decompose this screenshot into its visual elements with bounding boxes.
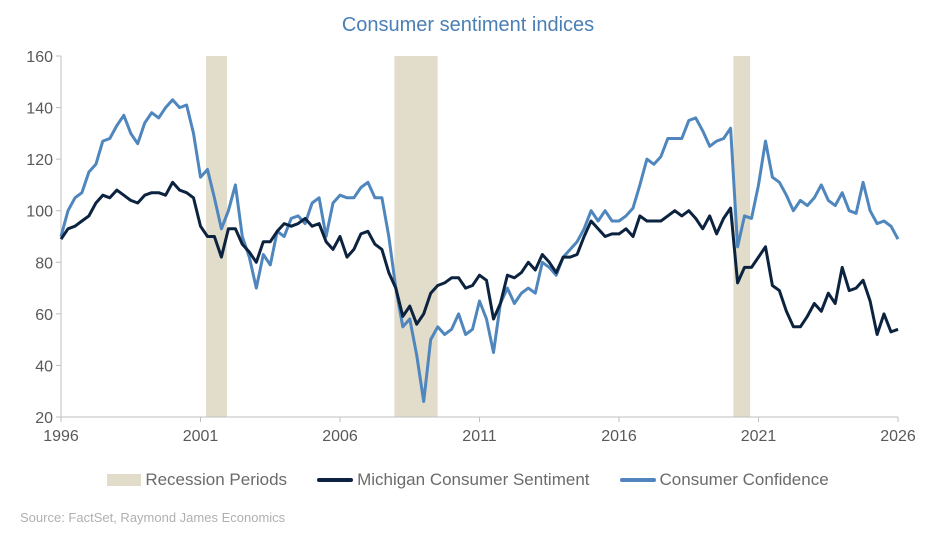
recession-band	[206, 56, 228, 417]
y-tick-label: 160	[26, 49, 53, 66]
y-tick-label: 20	[35, 410, 53, 427]
x-tick-label: 2021	[741, 428, 777, 445]
legend-item-michigan: Michigan Consumer Sentiment	[317, 470, 590, 490]
x-tick-label: 2011	[462, 428, 497, 445]
y-tick-label: 100	[26, 204, 53, 221]
y-tick-label: 60	[35, 307, 53, 324]
x-tick-label: 1996	[43, 428, 79, 445]
recession-band	[394, 56, 438, 417]
legend-label-michigan: Michigan Consumer Sentiment	[357, 470, 590, 489]
legend: Recession Periods Michigan Consumer Sent…	[0, 470, 936, 490]
legend-item-recession: Recession Periods	[107, 470, 287, 490]
y-tick-label: 120	[26, 152, 53, 169]
legend-swatch-michigan	[317, 478, 354, 482]
y-tick-label: 80	[35, 255, 53, 272]
legend-swatch-recession	[107, 474, 142, 486]
source-note: Source: FactSet, Raymond James Economics	[20, 510, 286, 525]
legend-swatch-confidence	[619, 478, 656, 482]
x-tick-label: 2026	[880, 428, 916, 445]
y-tick-label: 140	[26, 101, 53, 118]
legend-label-confidence: Consumer Confidence	[659, 470, 829, 489]
x-tick-label: 2001	[183, 428, 219, 445]
x-tick-label: 2016	[601, 428, 637, 445]
recession-band	[733, 56, 751, 417]
legend-item-confidence: Consumer Confidence	[619, 470, 829, 490]
legend-label-recession: Recession Periods	[145, 470, 288, 489]
series-michigan-sentiment	[59, 180, 899, 336]
y-tick-label: 40	[35, 358, 53, 375]
series-consumer-confidence	[59, 98, 900, 403]
chart-title: Consumer sentiment indices	[341, 14, 595, 36]
x-tick-label: 2006	[322, 428, 358, 445]
